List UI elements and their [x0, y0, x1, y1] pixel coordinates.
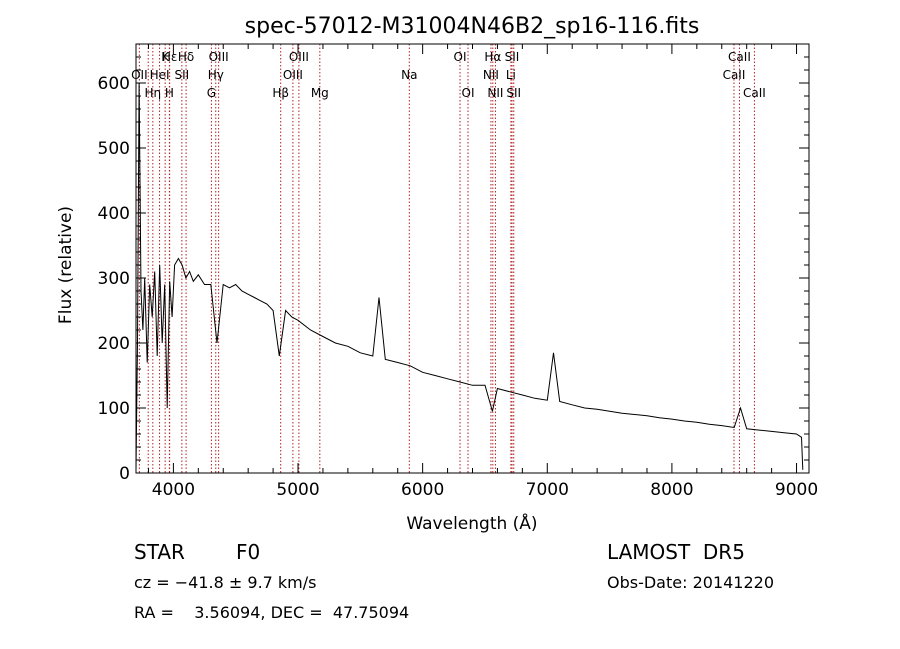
spectral-line-label: SII	[175, 68, 190, 82]
spectral-line-label: Na	[401, 68, 417, 82]
spectrum-series-line	[135, 82, 804, 470]
spectral-line-label: OIII	[283, 68, 303, 82]
spectral-line-label: K	[161, 50, 170, 64]
y-tick-label: 200	[98, 334, 130, 354]
spectral-line-label: OIII	[209, 50, 229, 64]
spectral-line-label: OIII	[289, 50, 309, 64]
spectral-line-label: HeI	[150, 68, 170, 82]
spectral-line-label: Mg	[311, 86, 329, 100]
x-tick-label: 4000	[152, 480, 195, 500]
spectral-line-markers	[138, 44, 755, 473]
observation-date: Obs-Date: 20141220	[607, 573, 775, 592]
spectral-line-label: NII	[487, 86, 503, 100]
spectral-line-label: H	[165, 86, 174, 100]
chart-title: spec-57012-M31004N46B2_sp16-116.fits	[245, 14, 700, 39]
spectral-line-label: CaII	[743, 86, 766, 100]
coordinates: RA = 3.56094, DEC = 47.75094	[134, 603, 410, 622]
x-tick-label: 8000	[650, 480, 693, 500]
spectral-line-label: SII	[506, 86, 521, 100]
spectral-line-label: Hη	[145, 86, 162, 100]
spectral-line-label: CaII	[728, 50, 751, 64]
y-axis-ticks: 0 100 200 300 400 500 600	[98, 43, 809, 484]
spectral-line-label: Hα	[484, 50, 501, 64]
x-tick-label: 6000	[401, 480, 444, 500]
spectral-line-label: Hδ	[178, 50, 194, 64]
object-subclass-label: F0	[236, 540, 261, 564]
y-tick-label: 600	[98, 74, 130, 94]
x-axis-ticks: 4000 5000 6000 7000 8000 9000	[147, 44, 818, 500]
spectral-line-label: OI	[454, 50, 467, 64]
y-axis-label: Flux (relative)	[56, 206, 76, 324]
x-tick-label: 9000	[775, 480, 818, 500]
y-tick-label: 100	[98, 399, 130, 419]
spectral-line-label: OII	[131, 68, 148, 82]
spectral-line-label: SII	[505, 50, 520, 64]
spectral-line-label: Li	[506, 68, 516, 82]
spectrum-chart: spec-57012-M31004N46B2_sp16-116.fits HεK…	[56, 14, 818, 534]
x-tick-label: 5000	[276, 480, 319, 500]
spectral-line-label: OI	[462, 86, 475, 100]
y-tick-label: 300	[98, 269, 130, 289]
spectral-line-label: CaII	[723, 68, 746, 82]
spectral-line-label: G	[207, 86, 216, 100]
spectral-line-label: Hβ	[272, 86, 289, 100]
x-tick-label: 7000	[526, 480, 569, 500]
y-tick-label: 400	[98, 204, 130, 224]
plot-frame	[135, 43, 810, 474]
object-class-label: STAR	[134, 540, 185, 564]
spectral-line-label: Hγ	[208, 68, 224, 82]
survey-label: LAMOST DR5	[607, 540, 745, 564]
x-axis-label: Wavelength (Å)	[406, 512, 537, 534]
y-tick-label: 0	[119, 464, 130, 484]
spectral-line-label: NII	[483, 68, 499, 82]
y-tick-label: 500	[98, 139, 130, 159]
redshift-velocity: cz = −41.8 ± 9.7 km/s	[134, 573, 317, 592]
